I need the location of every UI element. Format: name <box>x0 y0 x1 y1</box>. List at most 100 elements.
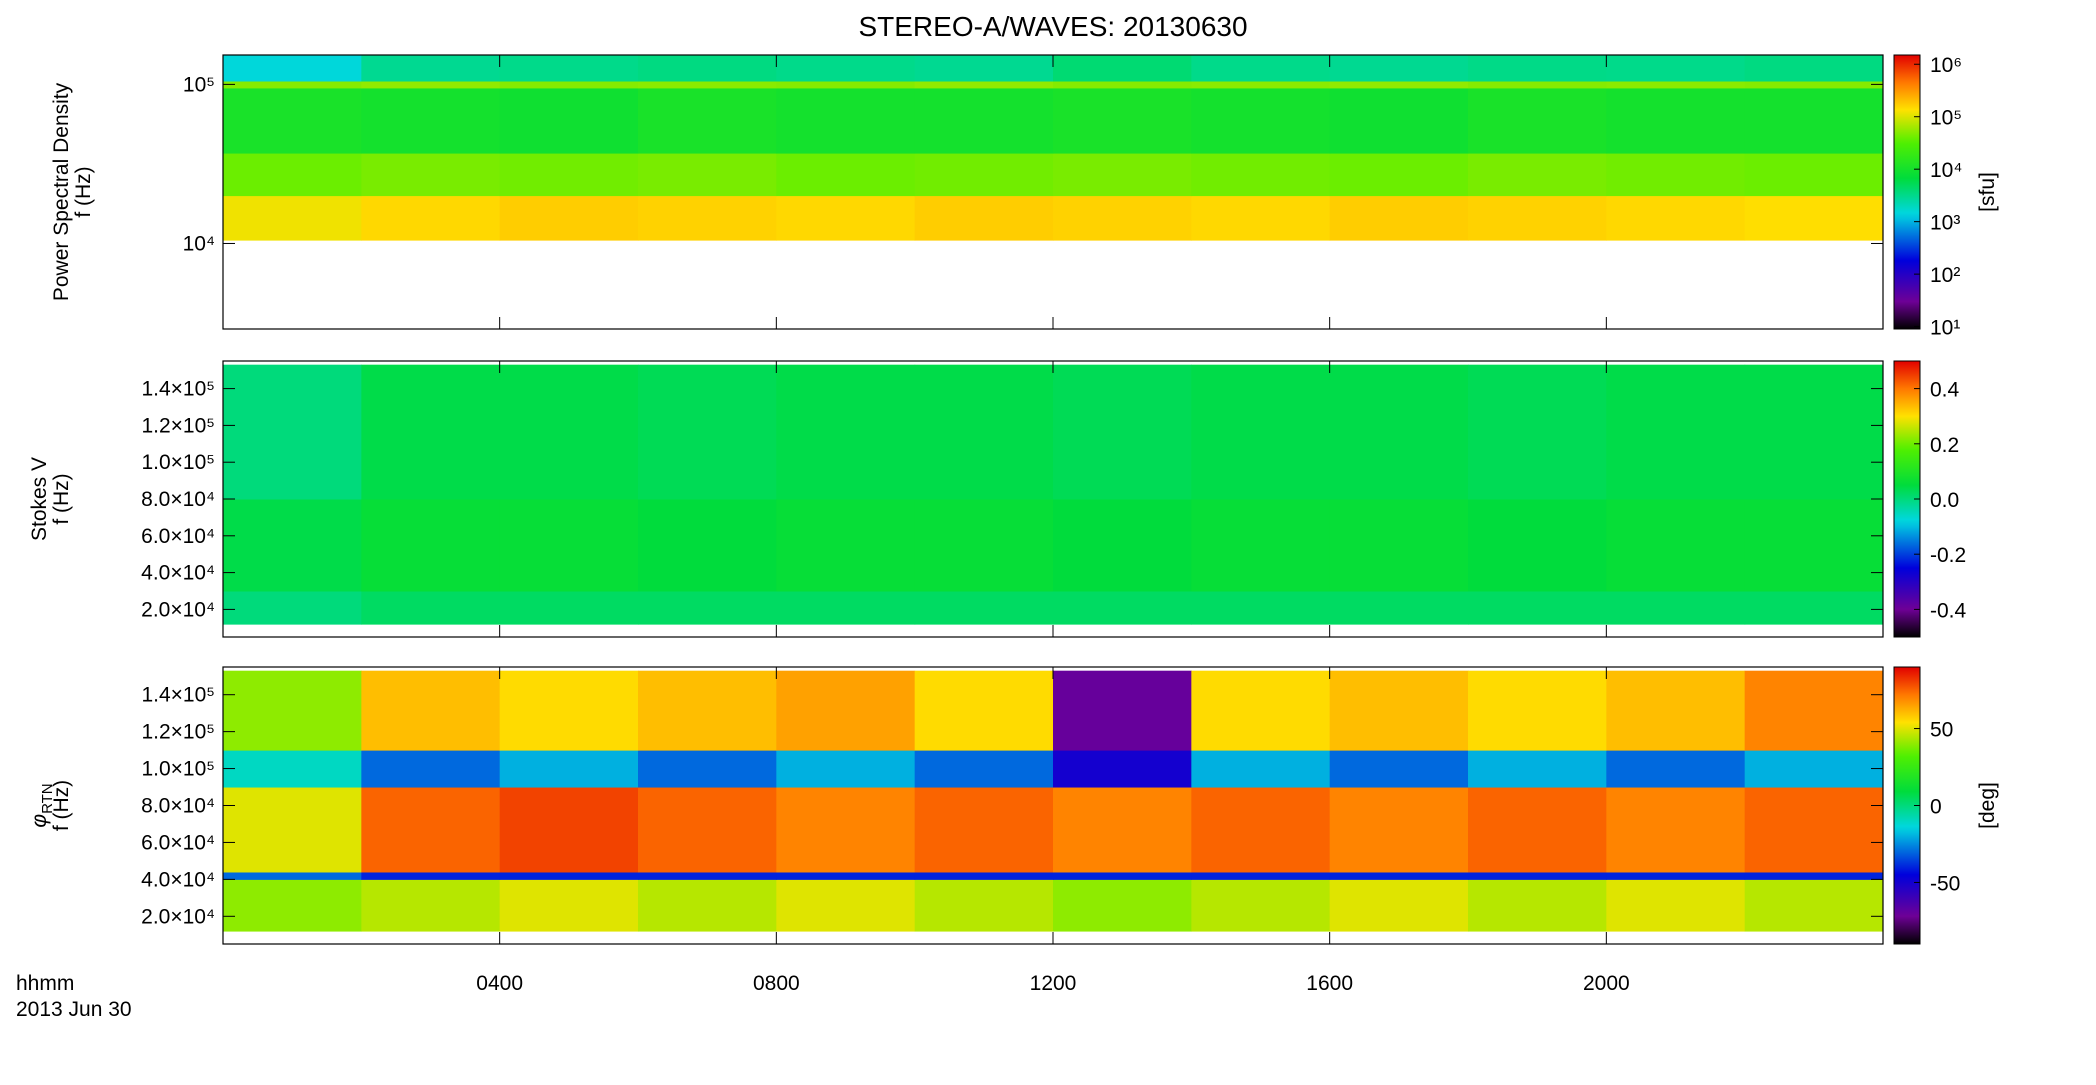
colorbar-tick-label: 10⁴ <box>1930 159 1962 182</box>
spectrogram-cell <box>776 670 916 751</box>
spectrogram-cell <box>223 81 362 89</box>
spectrogram-cell <box>776 87 916 154</box>
y-axis-symbol: φ <box>28 814 51 828</box>
spectrogram-cell <box>361 670 501 751</box>
x-tick-label: 1200 <box>1030 972 1077 995</box>
spectrogram-cell <box>499 750 639 788</box>
spectrogram-cell <box>914 871 1054 880</box>
spectrogram-cell <box>1053 787 1192 873</box>
spectrogram-cell <box>638 670 777 751</box>
spectrogram-cell <box>914 750 1054 788</box>
spectrogram-cell <box>361 87 501 154</box>
colorbar-tick-label: -0.4 <box>1930 599 1967 622</box>
spectrogram-cell <box>1468 670 1607 751</box>
colorbar-tick-label: 50 <box>1930 719 1953 742</box>
spectrogram-cell <box>1468 787 1607 873</box>
spectrogram-cell <box>1191 499 1331 592</box>
spectrogram-cell <box>776 787 916 873</box>
spectrogram-cell <box>1329 750 1469 788</box>
y-tick-label: 1.2×10⁵ <box>141 721 215 744</box>
spectrogram-cell <box>499 364 639 500</box>
spectrogram-cell <box>1744 787 1884 873</box>
spectrogram-cell <box>1468 750 1607 788</box>
spectrogram-cell <box>1329 153 1469 197</box>
spectrogram-cell <box>1744 670 1884 751</box>
spectrogram-cell <box>1606 670 1746 751</box>
spectrogram-cell <box>361 750 501 788</box>
spectrogram-cell <box>223 879 362 932</box>
spectrogram-cell <box>1744 871 1884 880</box>
spectrogram-cell <box>361 787 501 873</box>
spectrogram-cell <box>1329 879 1469 932</box>
date-label: 2013 Jun 30 <box>16 998 132 1021</box>
spectrogram-cell <box>1191 153 1331 197</box>
spectrogram-cell <box>914 81 1054 89</box>
spectrogram-cell <box>223 750 362 788</box>
spectrogram-cell <box>914 499 1054 592</box>
spectrogram-cell <box>1744 55 1884 82</box>
spectrogram-cell <box>1468 195 1607 241</box>
colorbar-label: [sfu] <box>1976 172 1999 212</box>
spectrogram-cell <box>1744 81 1884 89</box>
spectrogram-cell <box>361 81 501 89</box>
spectrogram-cell <box>914 879 1054 932</box>
y-tick-label: 10⁵ <box>183 73 215 96</box>
spectrogram-cell <box>776 195 916 241</box>
colorbar-label: [deg] <box>1976 782 1999 829</box>
spectrogram-cell <box>914 787 1054 873</box>
x-tick-label: 0800 <box>753 972 800 995</box>
chart-title: STEREO-A/WAVES: 20130630 <box>858 11 1247 42</box>
colorbar-tick-label: 10⁵ <box>1930 107 1962 130</box>
spectrogram-cell <box>499 879 639 932</box>
spectrogram-cell <box>776 55 916 82</box>
spectrogram-cell <box>638 787 777 873</box>
spectrogram-cell <box>1191 195 1331 241</box>
y-tick-label: 8.0×10⁴ <box>141 795 215 818</box>
spectrogram-cell <box>499 81 639 89</box>
y-tick-label: 4.0×10⁴ <box>141 868 215 891</box>
y-tick-label: 2.0×10⁴ <box>141 905 215 928</box>
spectrogram-cell <box>499 499 639 592</box>
x-tick-label: 2000 <box>1583 972 1630 995</box>
spectrogram-cell <box>1468 153 1607 197</box>
spectrogram-cell <box>1606 871 1746 880</box>
spectrogram-cell <box>361 153 501 197</box>
y-tick-label: 10⁴ <box>183 232 215 255</box>
colorbar-tick-label: 10¹ <box>1930 317 1960 340</box>
colorbar-tick-label: -50 <box>1930 872 1960 895</box>
spectrogram-cell <box>1053 195 1192 241</box>
spectrogram-cell <box>638 55 777 82</box>
spectrogram-cell <box>1191 55 1331 82</box>
spectrogram-cell <box>1468 81 1607 89</box>
y-tick-label: 6.0×10⁴ <box>141 831 215 854</box>
spectrogram-cell <box>1329 670 1469 751</box>
spectrogram-cell <box>223 871 362 880</box>
spectrogram-cell <box>1606 87 1746 154</box>
spectrogram-cell <box>1468 55 1607 82</box>
y-tick-label: 1.4×10⁵ <box>141 378 215 401</box>
y-tick-label: 2.0×10⁴ <box>141 598 215 621</box>
spectrogram-cell <box>223 499 362 592</box>
spectrogram-cell <box>223 87 362 154</box>
y-tick-label: 6.0×10⁴ <box>141 525 215 548</box>
spectrogram-cell <box>776 879 916 932</box>
spectrogram-cell <box>1329 499 1469 592</box>
spectrogram-cell <box>1744 879 1884 932</box>
spectrogram-cell <box>1744 750 1884 788</box>
spectrogram-cell <box>1606 55 1746 82</box>
spectrogram-cell <box>1053 591 1192 625</box>
spectrogram-cell <box>776 750 916 788</box>
spectrogram-cell <box>776 871 916 880</box>
spectrogram-cell <box>361 591 501 625</box>
spectrogram-cell <box>1468 871 1607 880</box>
spectrogram-cell <box>638 153 777 197</box>
y-tick-label: 4.0×10⁴ <box>141 562 215 585</box>
spectrogram-cell <box>914 670 1054 751</box>
spectrogram-cell <box>499 787 639 873</box>
spectrogram-cell <box>638 591 777 625</box>
spectrogram-cell <box>1329 787 1469 873</box>
spectrogram-cell <box>223 55 362 82</box>
spectrogram-cell <box>638 87 777 154</box>
spectrogram-cell <box>776 364 916 500</box>
